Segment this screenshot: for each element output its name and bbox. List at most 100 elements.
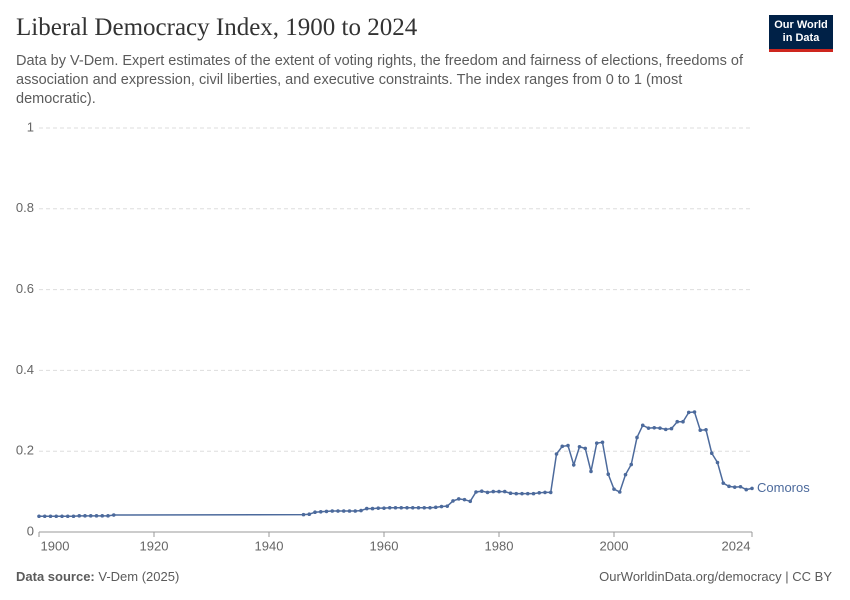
data-point [548, 490, 553, 495]
data-point [612, 487, 616, 491]
x-tick-label: 2024 [722, 538, 751, 553]
chart-title: Liberal Democracy Index, 1900 to 2024 [16, 14, 418, 41]
data-point [106, 514, 110, 518]
y-tick-label: 0.8 [16, 200, 34, 215]
data-point [566, 443, 570, 448]
data-point [600, 440, 605, 445]
data-point [445, 504, 450, 508]
data-point [100, 514, 105, 518]
data-point [65, 514, 70, 519]
x-tick-label: 1980 [485, 538, 514, 553]
data-point [439, 504, 444, 509]
data-point [301, 512, 306, 517]
data-point [738, 484, 743, 489]
data-point [88, 514, 93, 518]
logo-line: in Data [782, 32, 820, 44]
data-point [675, 419, 680, 424]
y-tick-label: 0.4 [16, 362, 34, 377]
data-point [491, 489, 496, 494]
data-point [468, 499, 473, 504]
data-point [393, 505, 398, 510]
data-point [382, 506, 386, 510]
data-point [497, 489, 501, 494]
data-point [629, 462, 634, 467]
data-point [721, 481, 726, 485]
data-point [376, 506, 381, 510]
data-point [111, 513, 116, 517]
data-point [543, 490, 547, 495]
data-point [54, 514, 59, 519]
data-point [589, 469, 593, 474]
data-point [48, 514, 53, 519]
x-tick-label: 1940 [255, 538, 284, 553]
data-point [744, 487, 749, 492]
data-point [606, 472, 611, 477]
series-label: Comoros [757, 480, 810, 495]
data-point [646, 426, 651, 430]
data-point [560, 444, 565, 449]
data-point [658, 426, 662, 430]
data-point [359, 508, 363, 513]
data-point [525, 491, 530, 496]
y-tick-label: 1 [27, 119, 34, 134]
data-point [698, 428, 703, 432]
data-point [83, 514, 87, 518]
data-point [313, 510, 317, 515]
data-point [686, 410, 691, 415]
data-point [370, 506, 375, 511]
data-point [531, 491, 536, 496]
data-point [416, 505, 421, 510]
data-point [77, 514, 82, 518]
data-point [42, 514, 47, 519]
footer-link[interactable]: OurWorldinData.org/democracy | CC BY [599, 569, 832, 584]
data-point [485, 490, 490, 495]
data-point [474, 490, 478, 494]
data-point [750, 486, 754, 491]
data-point [387, 505, 392, 510]
data-point [652, 425, 657, 430]
data-point [37, 514, 41, 519]
data-point [623, 472, 628, 477]
data-point [727, 484, 731, 489]
data-point [318, 510, 323, 514]
logo[interactable]: Our World in Data [769, 15, 833, 52]
data-point [462, 497, 467, 502]
data-point [428, 505, 432, 510]
data-point [347, 509, 352, 513]
data-point [681, 419, 685, 424]
chart: 0 0.2 0.4 0.6 0.8 1 1900 1920 1940 1960 1980 2000 20… [16, 119, 810, 553]
data-point [571, 463, 576, 467]
logo-line: Our World [774, 19, 828, 31]
data-point [307, 512, 312, 517]
data-point [405, 505, 409, 510]
data-point [479, 489, 484, 493]
data-point [330, 509, 335, 513]
data-point [594, 441, 599, 445]
data-point [508, 491, 513, 496]
data-point [537, 491, 542, 495]
data-point [583, 446, 588, 451]
data-point [709, 451, 714, 456]
x-tick-label: 1960 [370, 538, 399, 553]
data-point [336, 509, 340, 513]
data-point [410, 505, 415, 510]
data-point [341, 509, 346, 513]
data-point [635, 435, 639, 440]
data-point [640, 423, 645, 428]
data-point [514, 491, 519, 496]
chart-subtitle: Data by V-Dem. Expert estimates of the e… [16, 53, 743, 107]
data-point [732, 485, 737, 489]
data-point [663, 427, 668, 432]
data-point [669, 426, 674, 431]
data-point [456, 497, 461, 501]
data-point [324, 509, 329, 514]
x-tick-label: 1900 [41, 538, 70, 553]
source: Data source: V-Dem (2025) [16, 569, 179, 584]
data-point [399, 505, 404, 510]
y-tick-label: 0.2 [16, 443, 34, 458]
data-point [617, 490, 622, 494]
data-point [704, 427, 708, 432]
data-point [364, 506, 369, 511]
data-point [433, 505, 438, 510]
data-point [451, 499, 455, 503]
